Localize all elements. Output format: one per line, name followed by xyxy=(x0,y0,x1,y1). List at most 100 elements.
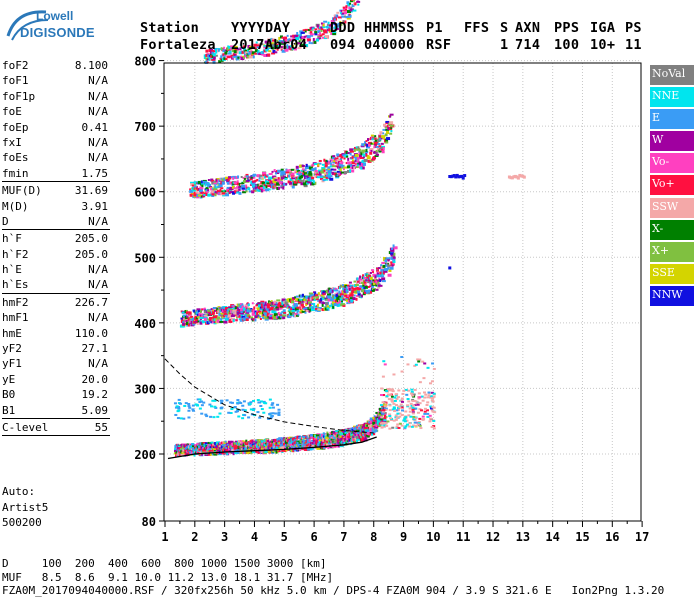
echo-point xyxy=(249,441,254,445)
echo-point xyxy=(381,405,385,408)
echo-point xyxy=(408,407,412,410)
echo-point xyxy=(329,24,334,27)
echo-point xyxy=(232,305,236,308)
echo-point xyxy=(318,439,322,443)
echo-point xyxy=(276,308,280,311)
echo-point xyxy=(360,294,363,298)
echo-point xyxy=(349,293,354,297)
echo-point xyxy=(225,399,229,402)
header-value-7: 714 xyxy=(515,37,541,53)
echo-point xyxy=(363,286,366,289)
echo-point xyxy=(232,55,236,58)
echo-point xyxy=(306,165,311,168)
echo-point xyxy=(366,436,370,439)
echo-point xyxy=(336,11,340,14)
echo-point xyxy=(257,316,260,319)
echo-point xyxy=(290,312,293,316)
echo-point xyxy=(309,443,312,446)
echo-point xyxy=(311,442,315,445)
echo-point xyxy=(359,164,364,168)
y-tick-label-700: 700 xyxy=(134,120,156,134)
echo-point xyxy=(371,158,376,161)
echo-point xyxy=(428,382,432,385)
echo-point xyxy=(276,403,280,406)
param-value: N/A xyxy=(88,105,108,119)
echo-point xyxy=(193,193,198,197)
echo-point xyxy=(198,447,202,450)
echo-point xyxy=(182,446,185,449)
echo-point xyxy=(347,13,350,17)
echo-point xyxy=(270,300,273,303)
echo-point xyxy=(264,301,267,305)
echo-point xyxy=(387,264,391,268)
x-tick-label-9: 9 xyxy=(400,530,407,544)
echo-point xyxy=(211,58,216,61)
echo-point xyxy=(251,441,255,445)
echo-point xyxy=(298,294,301,297)
echo-point xyxy=(403,420,407,423)
echo-point xyxy=(360,166,365,170)
echo-point xyxy=(220,442,223,446)
echo-point xyxy=(368,291,371,295)
param-key: h`Es xyxy=(2,278,29,292)
echo-point xyxy=(367,141,372,144)
echo-point xyxy=(326,431,329,434)
echo-point xyxy=(349,284,352,287)
echo-point xyxy=(222,49,226,53)
echo-point xyxy=(347,298,350,302)
echo-point xyxy=(241,186,245,190)
echo-point xyxy=(214,442,218,446)
echo-point xyxy=(213,318,217,322)
echo-point xyxy=(214,47,218,50)
echo-point xyxy=(207,54,211,58)
echo-point xyxy=(310,434,314,438)
echo-point xyxy=(195,311,198,315)
echo-point xyxy=(317,30,321,34)
echo-point xyxy=(249,401,253,404)
param-value: 110.0 xyxy=(74,326,108,340)
echo-point xyxy=(263,184,266,187)
echo-point xyxy=(258,183,263,187)
echo-point xyxy=(245,439,248,443)
echo-point xyxy=(193,181,198,185)
echo-point xyxy=(205,445,208,448)
echo-point xyxy=(429,395,433,398)
echo-point xyxy=(353,425,357,428)
echo-point xyxy=(209,318,213,321)
echo-point xyxy=(254,186,259,190)
echo-point xyxy=(218,312,223,316)
echo-point xyxy=(342,6,346,9)
echo-point xyxy=(196,404,200,407)
echo-point xyxy=(330,159,335,163)
echo-point xyxy=(356,160,360,163)
echo-point xyxy=(242,56,245,59)
echo-point xyxy=(213,182,218,185)
echo-point xyxy=(334,295,337,299)
header-label-8: AXN xyxy=(515,20,541,36)
echo-point xyxy=(358,152,361,156)
echo-point xyxy=(294,436,297,439)
echo-point xyxy=(380,142,384,145)
echo-point xyxy=(212,307,217,310)
echo-point xyxy=(410,425,414,428)
echo-point xyxy=(253,185,257,188)
echo-point xyxy=(191,408,195,411)
echo-point xyxy=(203,310,208,314)
echo-point xyxy=(333,28,338,31)
echo-point xyxy=(240,305,245,309)
echo-point xyxy=(280,173,285,177)
echo-point xyxy=(234,311,239,315)
echo-point xyxy=(272,445,276,448)
echo-point xyxy=(278,437,281,441)
echo-point xyxy=(278,316,282,320)
echo-point xyxy=(364,285,368,289)
echo-point xyxy=(237,442,240,446)
echo-point xyxy=(321,303,324,307)
echo-point xyxy=(398,415,402,418)
echo-point xyxy=(333,18,336,21)
echo-point xyxy=(276,187,280,190)
echo-point xyxy=(381,410,385,413)
echo-point xyxy=(296,173,299,176)
echo-point xyxy=(344,432,348,436)
echo-point xyxy=(273,412,277,415)
